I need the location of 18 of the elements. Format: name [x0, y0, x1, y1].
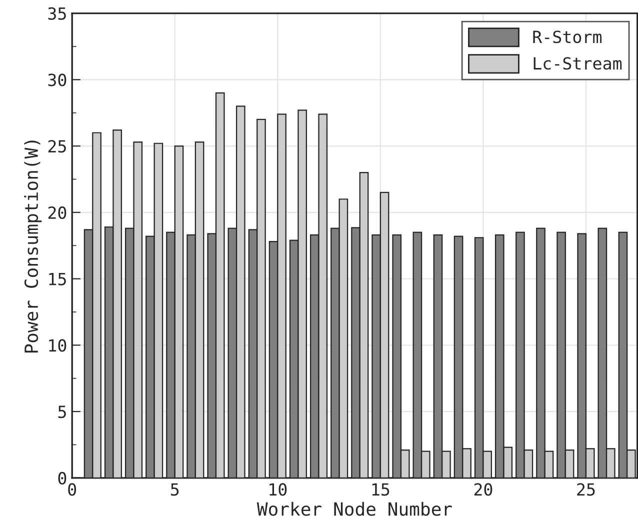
legend-label: Lc-Stream: [534, 57, 622, 70]
y-axis-title: Power Consumption(W): [24, 140, 42, 353]
y-tick-label: 30: [48, 74, 66, 86]
legend-label: R-Storm: [533, 30, 602, 44]
x-axis-title: Worker Node Number: [256, 502, 452, 516]
y-tick-label: 10: [49, 339, 66, 352]
y-tick-label: 20: [48, 206, 66, 220]
y-tick-label: 15: [49, 273, 66, 286]
x-tick-label: 0: [68, 483, 76, 496]
y-tick-label: 35: [48, 7, 66, 20]
x-tick-label: 25: [577, 483, 595, 496]
x-tick-label: 5: [171, 483, 179, 496]
y-tick-label: 0: [58, 472, 66, 485]
y-tick-label: 5: [58, 406, 66, 418]
x-tick-label: 10: [270, 483, 287, 496]
x-tick-label: 15: [372, 483, 390, 496]
y-tick-label: 25: [48, 140, 66, 153]
x-tick-label: 20: [474, 483, 492, 496]
